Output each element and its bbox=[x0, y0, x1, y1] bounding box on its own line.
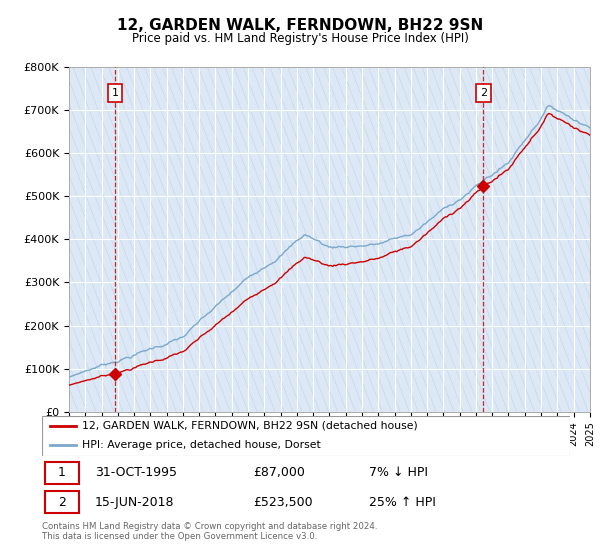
HPI: Average price, detached house, Dorset: (2.01e+03, 3.82e+05): Average price, detached house, Dorset: (… bbox=[333, 244, 340, 250]
HPI: Average price, detached house, Dorset: (2.02e+03, 6.09e+05): Average price, detached house, Dorset: (… bbox=[514, 146, 521, 153]
12, GARDEN WALK, FERNDOWN, BH22 9SN (detached house) bbox=[83, 377, 90, 384]
Text: 1: 1 bbox=[58, 466, 66, 479]
12, GARDEN WALK, FERNDOWN, BH22 9SN (detached house) bbox=[65, 382, 73, 389]
HPI: Average price, detached house, Dorset: (2.02e+03, 4.65e+05): Average price, detached house, Dorset: (… bbox=[437, 208, 444, 214]
12, GARDEN WALK, FERNDOWN, BH22 9SN (detached house) bbox=[100, 372, 107, 379]
Text: £87,000: £87,000 bbox=[253, 466, 305, 479]
HPI: Average price, detached house, Dorset: (2.02e+03, 7.11e+05): Average price, detached house, Dorset: (… bbox=[545, 102, 553, 109]
HPI: Average price, detached house, Dorset: (1.99e+03, 9.53e+04): Average price, detached house, Dorset: (… bbox=[83, 367, 90, 374]
Text: 2: 2 bbox=[58, 496, 66, 508]
Text: 1: 1 bbox=[112, 88, 119, 98]
Text: 12, GARDEN WALK, FERNDOWN, BH22 9SN: 12, GARDEN WALK, FERNDOWN, BH22 9SN bbox=[117, 18, 483, 33]
12, GARDEN WALK, FERNDOWN, BH22 9SN (detached house) bbox=[583, 130, 590, 137]
Text: Contains HM Land Registry data © Crown copyright and database right 2024.
This d: Contains HM Land Registry data © Crown c… bbox=[42, 522, 377, 542]
Text: 7% ↓ HPI: 7% ↓ HPI bbox=[370, 466, 428, 479]
FancyBboxPatch shape bbox=[44, 461, 79, 484]
HPI: Average price, detached house, Dorset: (2.02e+03, 6.59e+05): Average price, detached house, Dorset: (… bbox=[586, 124, 593, 131]
12, GARDEN WALK, FERNDOWN, BH22 9SN (detached house) bbox=[437, 218, 444, 225]
Text: 25% ↑ HPI: 25% ↑ HPI bbox=[370, 496, 436, 508]
Text: HPI: Average price, detached house, Dorset: HPI: Average price, detached house, Dors… bbox=[82, 440, 320, 450]
12, GARDEN WALK, FERNDOWN, BH22 9SN (detached house) bbox=[586, 132, 593, 138]
Line: HPI: Average price, detached house, Dorset: HPI: Average price, detached house, Dors… bbox=[69, 105, 590, 377]
12, GARDEN WALK, FERNDOWN, BH22 9SN (detached house) bbox=[545, 110, 553, 117]
Text: 15-JUN-2018: 15-JUN-2018 bbox=[95, 496, 175, 508]
Text: Price paid vs. HM Land Registry's House Price Index (HPI): Price paid vs. HM Land Registry's House … bbox=[131, 32, 469, 45]
Text: 2: 2 bbox=[480, 88, 487, 98]
HPI: Average price, detached house, Dorset: (1.99e+03, 8e+04): Average price, detached house, Dorset: (… bbox=[65, 374, 73, 381]
Text: 12, GARDEN WALK, FERNDOWN, BH22 9SN (detached house): 12, GARDEN WALK, FERNDOWN, BH22 9SN (det… bbox=[82, 421, 418, 431]
HPI: Average price, detached house, Dorset: (2e+03, 1.09e+05): Average price, detached house, Dorset: (… bbox=[100, 361, 107, 368]
HPI: Average price, detached house, Dorset: (2.02e+03, 6.64e+05): Average price, detached house, Dorset: (… bbox=[583, 123, 590, 129]
FancyBboxPatch shape bbox=[44, 491, 79, 514]
Text: 31-OCT-1995: 31-OCT-1995 bbox=[95, 466, 177, 479]
12, GARDEN WALK, FERNDOWN, BH22 9SN (detached house) bbox=[333, 262, 340, 269]
Text: £523,500: £523,500 bbox=[253, 496, 313, 508]
Line: 12, GARDEN WALK, FERNDOWN, BH22 9SN (detached house): 12, GARDEN WALK, FERNDOWN, BH22 9SN (det… bbox=[69, 114, 590, 385]
12, GARDEN WALK, FERNDOWN, BH22 9SN (detached house) bbox=[514, 153, 521, 160]
